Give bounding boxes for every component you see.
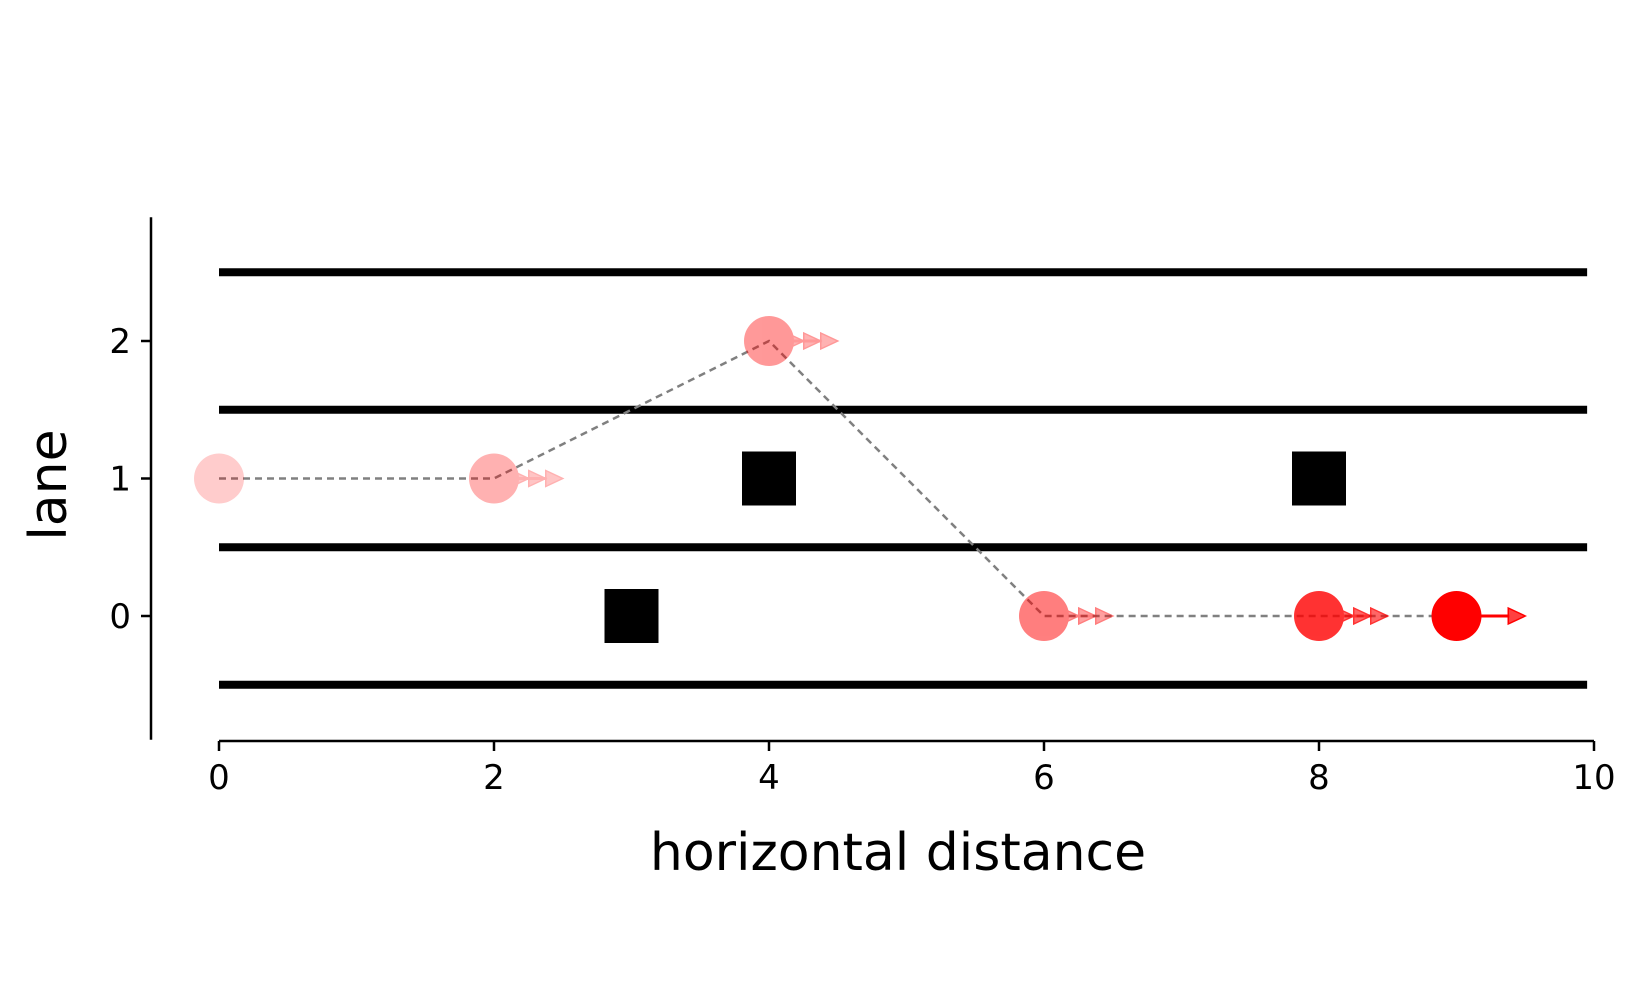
velocity-arrow-head-2-1 [803, 331, 823, 351]
trajectory-path [219, 339, 1457, 618]
vehicle-marker-2 [744, 316, 794, 366]
y-tick-label-2: 2 [109, 322, 131, 362]
velocity-arrow-head-1-0 [545, 469, 565, 488]
x-tick-label-4: 4 [758, 758, 780, 798]
x-tick-label-6: 6 [1033, 758, 1055, 798]
velocity-arrow-head-2-2 [786, 331, 806, 351]
x-tick-label-8: 8 [1308, 758, 1330, 798]
y-tick-label-0: 0 [109, 597, 131, 637]
y-axis-label: lane [19, 429, 79, 540]
y-tick-label-1: 1 [109, 460, 131, 500]
obstacles [604, 451, 1346, 643]
vehicle-0 [194, 453, 244, 504]
vehicle-5 [1431, 591, 1528, 641]
obstacle-1 [742, 451, 796, 506]
trajectory-line [219, 339, 1457, 618]
velocity-arrow-head-3-0 [1095, 606, 1115, 626]
obstacle-0 [604, 589, 659, 643]
velocity-arrow-head-1-2 [511, 469, 531, 488]
velocity-arrow-head-4-1 [1353, 606, 1373, 626]
velocity-arrow-head-4-2 [1336, 606, 1356, 626]
vehicle-marker-0 [194, 453, 244, 504]
obstacle-2 [1292, 451, 1346, 506]
velocity-arrow-head-2-0 [820, 331, 840, 351]
x-tick-label-10: 10 [1572, 758, 1615, 798]
vehicle-3 [1019, 591, 1115, 641]
velocity-arrow-head-1-1 [528, 469, 548, 488]
x-axis-label: horizontal distance [650, 823, 1146, 883]
vehicle-positions [194, 316, 1528, 641]
x-tick-label-0: 0 [208, 758, 230, 798]
velocity-arrow-head-3-1 [1078, 606, 1098, 626]
velocity-arrow-head-5-0 [1507, 606, 1528, 626]
vehicle-4 [1294, 591, 1390, 641]
vehicle-2 [744, 316, 840, 366]
vehicle-marker-1 [469, 453, 519, 504]
velocity-arrow-head-3-2 [1061, 606, 1081, 626]
velocity-arrow-head-4-0 [1370, 606, 1390, 626]
axes: 0 2 4 6 8 10 0 1 2 [109, 217, 1616, 798]
vehicle-1 [469, 453, 565, 504]
lane-boundaries [219, 268, 1588, 689]
x-tick-label-2: 2 [483, 758, 505, 798]
